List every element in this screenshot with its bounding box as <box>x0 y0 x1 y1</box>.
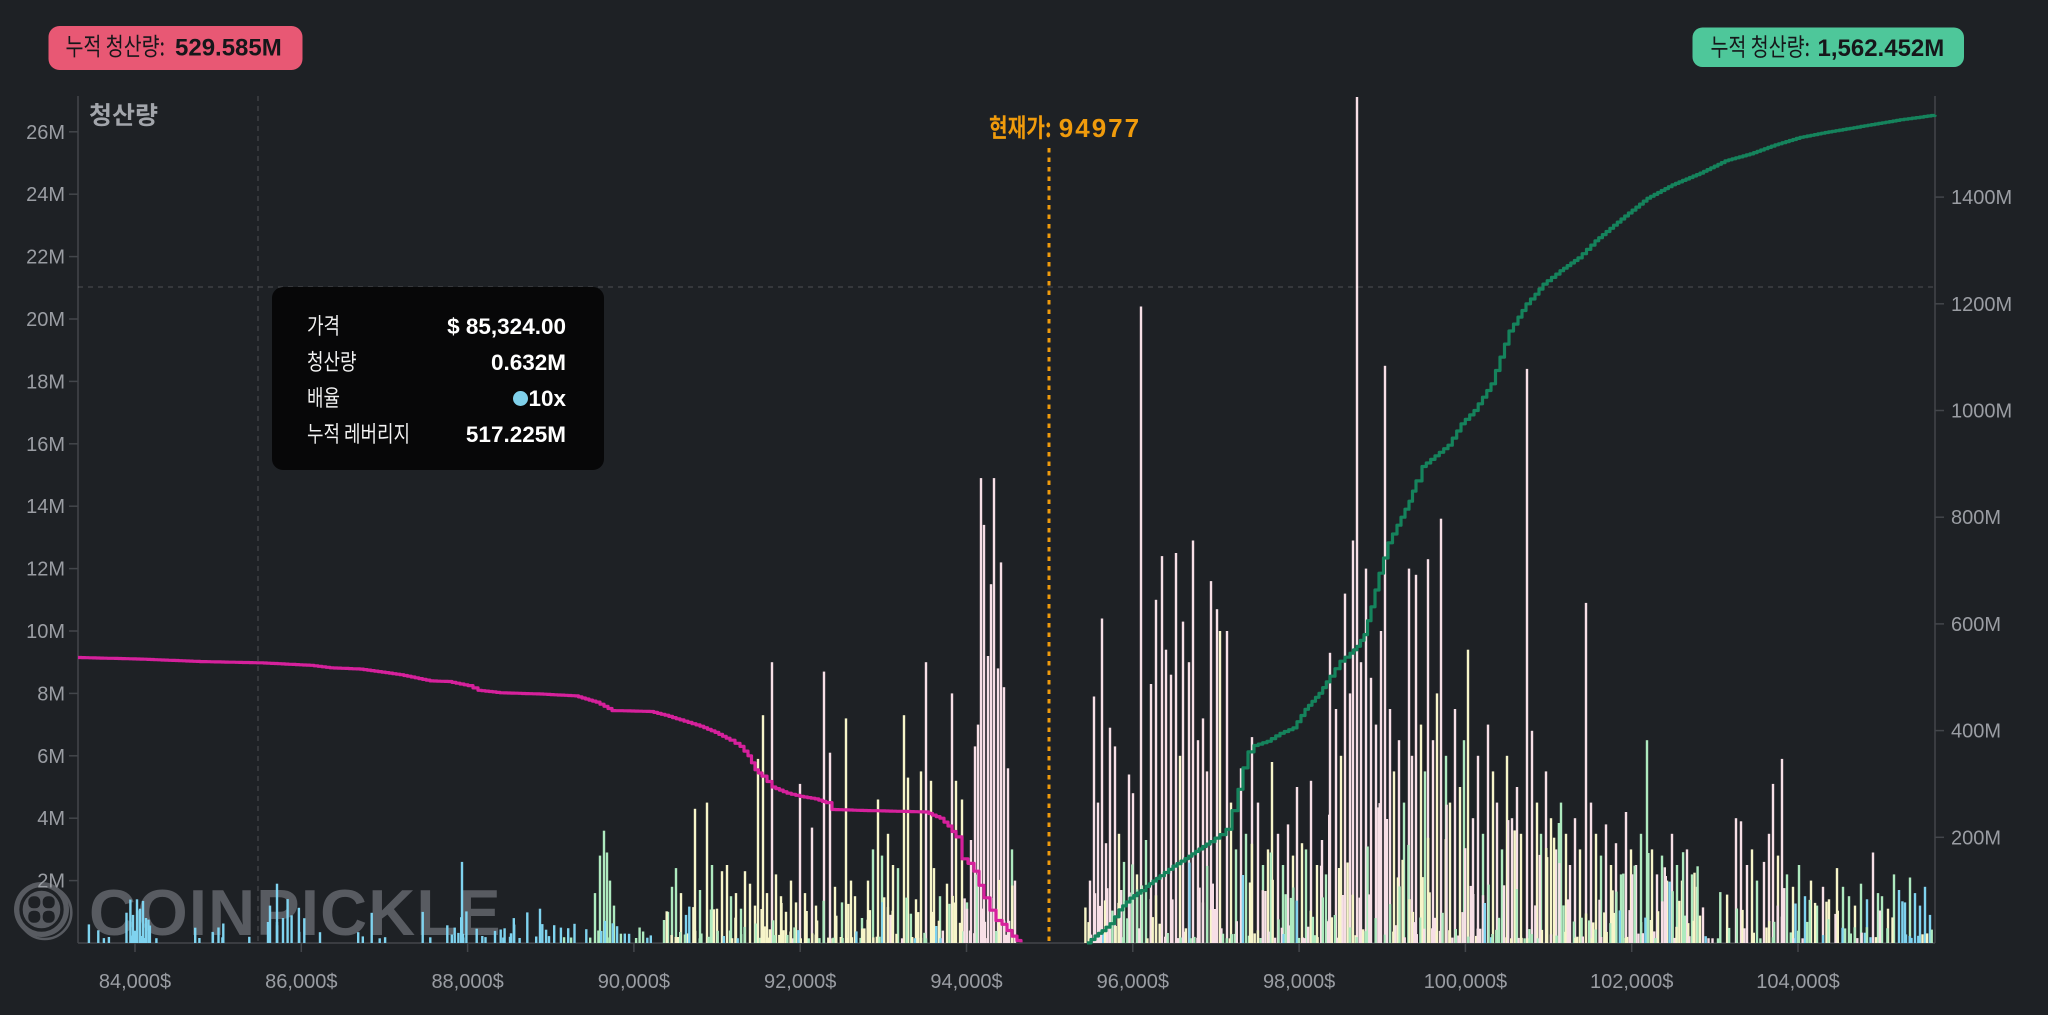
svg-text:600M: 600M <box>1951 614 2001 636</box>
svg-text:98,000$: 98,000$ <box>1263 971 1335 993</box>
svg-text:10M: 10M <box>26 621 65 643</box>
svg-text:102,000$: 102,000$ <box>1590 971 1673 993</box>
svg-text:6M: 6M <box>37 746 65 768</box>
svg-text:92,000$: 92,000$ <box>764 971 836 993</box>
svg-text:10x: 10x <box>528 386 566 411</box>
svg-text:14M: 14M <box>26 496 65 518</box>
svg-text:104,000$: 104,000$ <box>1756 971 1839 993</box>
svg-text:16M: 16M <box>26 434 65 456</box>
svg-text:90,000$: 90,000$ <box>598 971 670 993</box>
svg-text:86,000$: 86,000$ <box>265 971 337 993</box>
svg-text:26M: 26M <box>26 122 65 144</box>
svg-text:12M: 12M <box>26 559 65 581</box>
svg-text:200M: 200M <box>1951 827 2001 849</box>
svg-text:22M: 22M <box>26 247 65 269</box>
svg-text:20M: 20M <box>26 309 65 331</box>
svg-text:0.632M: 0.632M <box>491 350 566 375</box>
svg-text:94,000$: 94,000$ <box>930 971 1002 993</box>
svg-text:96,000$: 96,000$ <box>1097 971 1169 993</box>
svg-text:18M: 18M <box>26 371 65 393</box>
svg-text:1200M: 1200M <box>1951 294 2012 316</box>
svg-text:1000M: 1000M <box>1951 401 2012 423</box>
svg-text:1,562.452M: 1,562.452M <box>1818 35 1945 62</box>
svg-text:517.225M: 517.225M <box>466 422 566 447</box>
svg-text:100,000$: 100,000$ <box>1424 971 1507 993</box>
svg-text:84,000$: 84,000$ <box>99 971 171 993</box>
svg-text:1400M: 1400M <box>1951 187 2012 209</box>
svg-text:8M: 8M <box>37 683 65 705</box>
svg-text:$ 85,324.00: $ 85,324.00 <box>447 314 566 339</box>
svg-text:94977: 94977 <box>1059 113 1141 143</box>
svg-text:COINPICKLE: COINPICKLE <box>89 876 502 949</box>
svg-text:800M: 800M <box>1951 507 2001 529</box>
svg-text:400M: 400M <box>1951 721 2001 743</box>
svg-text:4M: 4M <box>37 808 65 830</box>
svg-text:24M: 24M <box>26 184 65 206</box>
svg-text:529.585M: 529.585M <box>175 35 282 62</box>
svg-text:2M: 2M <box>37 871 65 893</box>
svg-text:88,000$: 88,000$ <box>431 971 503 993</box>
